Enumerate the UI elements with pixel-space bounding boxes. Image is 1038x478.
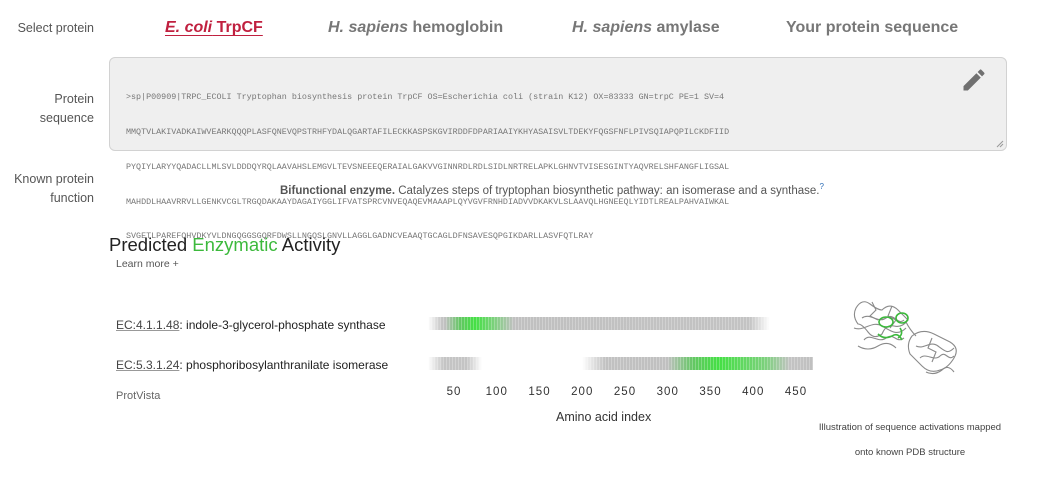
title-post: Activity <box>277 234 341 255</box>
x-tick-label: 300 <box>656 386 679 398</box>
tab-your-protein-sequence[interactable]: Your protein sequence <box>786 19 958 37</box>
tab-hsapiens-hemoglobin[interactable]: H. sapiens hemoglobin <box>328 19 503 37</box>
sequence-line: SVGETLPAREFQHVDKYVLDNGQGGSGQRFDWSLLNGQSL… <box>126 231 594 242</box>
tab-ecoli-name: TrpCF <box>212 19 263 36</box>
protein-sequence-label: Protein sequence <box>40 90 94 128</box>
x-tick-label: 400 <box>742 386 765 398</box>
x-tick-label: 250 <box>613 386 637 398</box>
tab-ecoli-trpcf[interactable]: E. coli TrpCF <box>165 19 263 37</box>
ec-row-2-name: : phosphoribosylanthranilate isomerase <box>179 358 389 372</box>
tab-ecoli-species: E. coli <box>165 19 213 36</box>
learn-more-link[interactable]: Learn more + <box>116 258 179 270</box>
structure-caption-line1: Illustration of sequence activations map… <box>818 422 1002 433</box>
protein-sequence-textarea[interactable]: >sp|P00909|TRPC_ECOLI Tryptophan biosynt… <box>109 57 1007 241</box>
known-function-text: Bifunctional enzyme. Catalyzes steps of … <box>280 181 824 197</box>
predicted-activity-title: Predicted Enzymatic Activity <box>109 234 340 256</box>
x-tick-label: 350 <box>699 386 722 398</box>
sequence-line: PYQIYLARYYQADACLLMLSVLDDDQYRQLAAVAHSLEMG… <box>126 161 730 172</box>
activation-bar-ec-5-3-1-24 <box>428 357 814 370</box>
ec-row-1: EC:4.1.1.48: indole-3-glycerol-phosphate… <box>116 318 386 332</box>
protein-sequence-label-line2: sequence <box>39 111 94 125</box>
resize-handle-icon[interactable] <box>996 140 1004 148</box>
function-description: Catalyzes steps of tryptophan biosynthet… <box>395 184 820 197</box>
ec-4-1-1-48-link[interactable]: EC:4.1.1.48 <box>116 318 180 332</box>
x-tick-label: 200 <box>571 386 594 398</box>
sequence-header-line: >sp|P00909|TRPC_ECOLI Tryptophan biosynt… <box>126 92 725 103</box>
structure-caption-line2: onto known PDB structure <box>854 447 966 458</box>
x-axis-title: Amino acid index <box>556 410 652 424</box>
x-tick-label: 100 <box>485 386 508 398</box>
ec-5-3-1-24-link[interactable]: EC:5.3.1.24 <box>116 358 180 372</box>
pdb-structure-image <box>853 301 957 375</box>
function-bold: Bifunctional enzyme. <box>280 184 396 197</box>
known-function-label-line2: function <box>50 191 94 205</box>
select-protein-label: Select protein <box>17 21 94 35</box>
tab-your-sequence-label: Your protein sequence <box>786 19 959 36</box>
protvista-link[interactable]: ProtVista <box>116 390 161 402</box>
function-reference-link[interactable]: ? <box>819 182 824 191</box>
x-tick-label: 50 <box>446 386 462 398</box>
tab-amylase-species: H. sapiens <box>572 19 653 36</box>
x-tick-label: 450 <box>784 386 808 398</box>
sequence-text[interactable]: >sp|P00909|TRPC_ECOLI Tryptophan biosynt… <box>126 69 846 266</box>
known-function-label: Known protein function <box>14 170 94 208</box>
x-tick-label: 150 <box>528 386 551 398</box>
tab-amylase-name: amylase <box>652 19 720 36</box>
tab-hsapiens-amylase[interactable]: H. sapiens amylase <box>572 19 720 37</box>
pencil-icon[interactable] <box>960 66 988 94</box>
sequence-line: MMQTVLAKIVADKAIWVEARKQQQPLASFQNEVQPSTRHF… <box>126 126 730 137</box>
sequence-line: MAHDDLHAAVRRVLLGENKVCGLTRGQDAKAAYDAGAIYG… <box>126 196 730 207</box>
ec-row-1-name: : indole-3-glycerol-phosphate synthase <box>179 318 386 332</box>
tab-hemoglobin-name: hemoglobin <box>408 19 504 36</box>
title-green: Enzymatic <box>192 234 278 255</box>
tab-hemoglobin-species: H. sapiens <box>328 19 409 36</box>
title-pre: Predicted <box>109 234 193 255</box>
protein-sequence-label-line1: Protein <box>54 92 94 106</box>
ec-row-2: EC:5.3.1.24: phosphoribosylanthranilate … <box>116 358 388 372</box>
activation-bar-ec-4-1-1-48 <box>428 317 771 330</box>
known-function-label-line1: Known protein <box>14 172 94 186</box>
